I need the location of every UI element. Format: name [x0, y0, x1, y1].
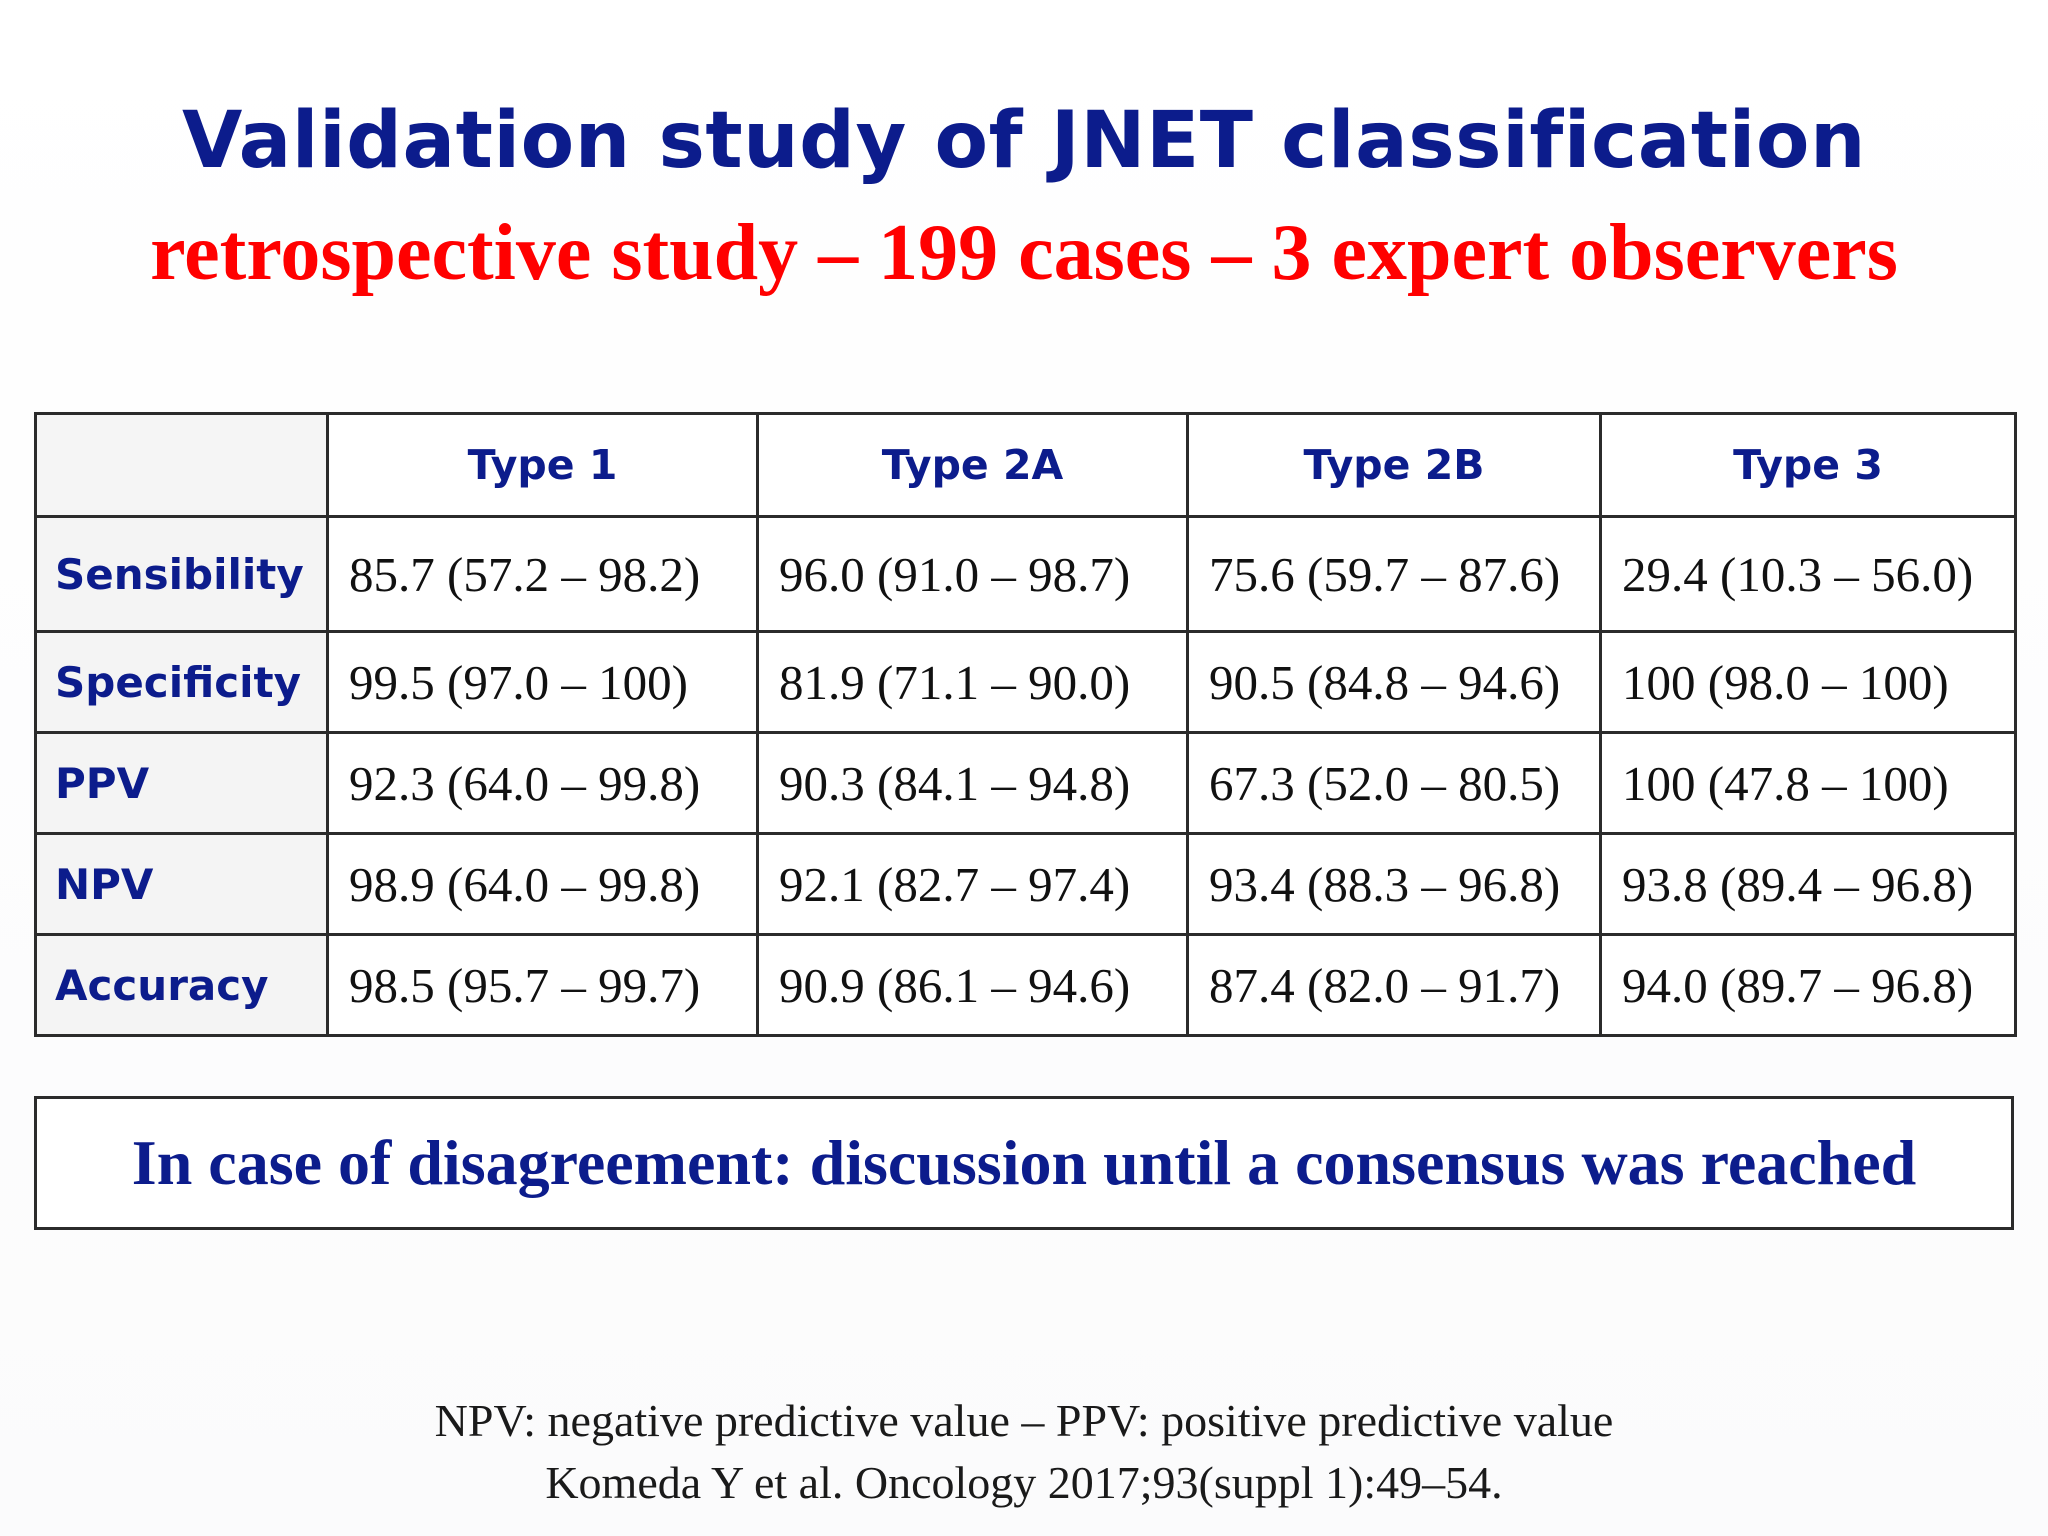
table-cell: 67.3 (52.0 – 80.5): [1186, 731, 1602, 835]
row-label-ppv: PPV: [34, 731, 329, 835]
table-cell: 90.9 (86.1 – 94.6): [756, 933, 1189, 1037]
column-header-type-3: Type 3: [1599, 412, 2017, 518]
row-label-sensibility: Sensibility: [34, 515, 329, 633]
table-cell: 92.3 (64.0 – 99.8): [326, 731, 759, 835]
abbreviations-footnote: NPV: negative predictive value – PPV: po…: [434, 1395, 1614, 1446]
slide-title: Validation study of JNET classification: [181, 96, 1867, 186]
table-cell: 87.4 (82.0 – 91.7): [1186, 933, 1602, 1037]
column-header-type-1: Type 1: [326, 412, 759, 518]
header-corner-cell: [34, 412, 329, 518]
table-row-sensibility: Sensibility 85.7 (57.2 – 98.2) 96.0 (91.…: [34, 515, 2017, 633]
table-cell: 90.3 (84.1 – 94.8): [756, 731, 1189, 835]
consensus-note-text: In case of disagreement: discussion unti…: [131, 1127, 1917, 1198]
table-row-specificity: Specificity 99.5 (97.0 – 100) 81.9 (71.1…: [34, 630, 2017, 734]
table-header-row: Type 1 Type 2A Type 2B Type 3: [34, 412, 2017, 518]
table-cell: 96.0 (91.0 – 98.7): [756, 515, 1189, 633]
table-row-accuracy: Accuracy 98.5 (95.7 – 99.7) 90.9 (86.1 –…: [34, 933, 2017, 1037]
row-label-specificity: Specificity: [34, 630, 329, 734]
column-header-type-2a: Type 2A: [756, 412, 1189, 518]
table-cell: 98.5 (95.7 – 99.7): [326, 933, 759, 1037]
table-cell: 75.6 (59.7 – 87.6): [1186, 515, 1602, 633]
table-cell: 81.9 (71.1 – 90.0): [756, 630, 1189, 734]
table-cell: 92.1 (82.7 – 97.4): [756, 832, 1189, 936]
table-cell: 94.0 (89.7 – 96.8): [1599, 933, 2017, 1037]
table-row-npv: NPV 98.9 (64.0 – 99.8) 92.1 (82.7 – 97.4…: [34, 832, 2017, 936]
slide-subtitle: retrospective study – 199 cases – 3 expe…: [150, 209, 1898, 297]
table-cell: 100 (47.8 – 100): [1599, 731, 2017, 835]
table-cell: 93.8 (89.4 – 96.8): [1599, 832, 2017, 936]
table-cell: 85.7 (57.2 – 98.2): [326, 515, 759, 633]
table-cell: 90.5 (84.8 – 94.6): [1186, 630, 1602, 734]
citation-footnote: Komeda Y et al. Oncology 2017;93(suppl 1…: [545, 1457, 1503, 1508]
column-header-type-2b: Type 2B: [1186, 412, 1602, 518]
row-label-npv: NPV: [34, 832, 329, 936]
table-cell: 29.4 (10.3 – 56.0): [1599, 515, 2017, 633]
table-cell: 100 (98.0 – 100): [1599, 630, 2017, 734]
table-cell: 98.9 (64.0 – 99.8): [326, 832, 759, 936]
table-cell: 99.5 (97.0 – 100): [326, 630, 759, 734]
consensus-note-box: In case of disagreement: discussion unti…: [34, 1096, 2014, 1230]
table-row-ppv: PPV 92.3 (64.0 – 99.8) 90.3 (84.1 – 94.8…: [34, 731, 2017, 835]
row-label-accuracy: Accuracy: [34, 933, 329, 1037]
results-table: Type 1 Type 2A Type 2B Type 3 Sensibilit…: [34, 412, 2017, 1037]
table-cell: 93.4 (88.3 – 96.8): [1186, 832, 1602, 936]
